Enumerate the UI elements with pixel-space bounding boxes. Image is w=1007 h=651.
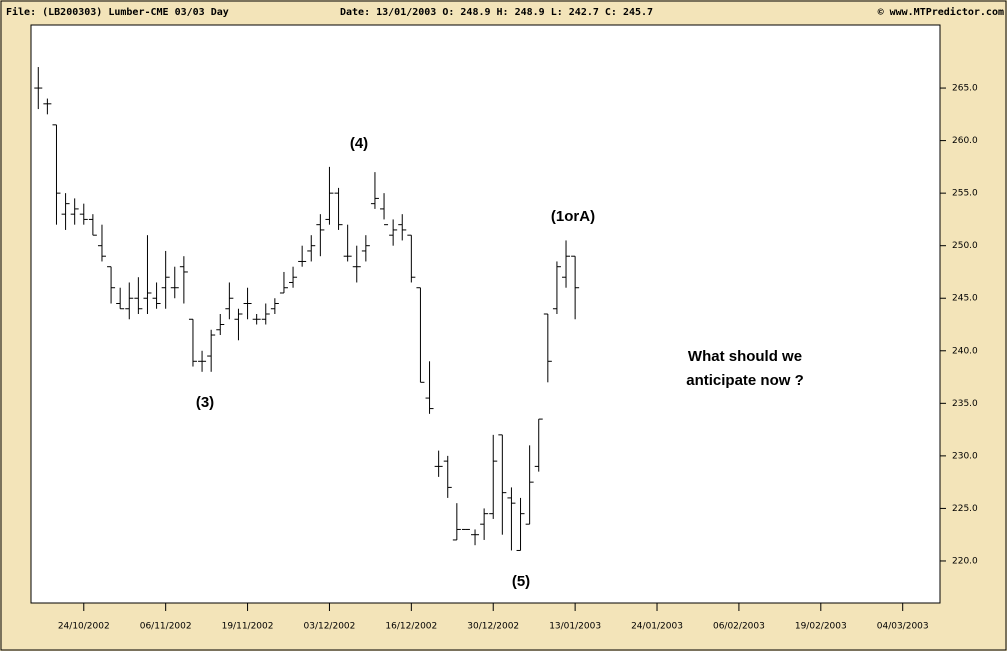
annotation: (3) — [196, 394, 214, 411]
x-tick-label: 19/11/2002 — [222, 622, 274, 632]
y-tick-label: 245.0 — [952, 294, 978, 304]
x-tick-label: 16/12/2002 — [385, 622, 437, 632]
y-tick-label: 255.0 — [952, 189, 978, 199]
x-tick-label: 04/03/2003 — [877, 622, 929, 632]
annotation: (5) — [512, 573, 530, 590]
x-tick-label: 03/12/2002 — [304, 622, 356, 632]
y-tick-label: 240.0 — [952, 346, 978, 356]
x-tick-label: 24/01/2003 — [631, 622, 683, 632]
x-tick-label: 06/02/2003 — [713, 622, 765, 632]
plot-area — [30, 24, 941, 604]
annotation: (1orA) — [551, 208, 595, 225]
y-tick-label: 235.0 — [952, 399, 978, 409]
annotation: anticipate now ? — [686, 372, 804, 389]
y-tick-label: 230.0 — [952, 451, 978, 461]
annotation: What should we — [688, 348, 802, 365]
subtitle: Date: 13/01/2003 O: 248.9 H: 248.9 L: 24… — [340, 7, 653, 18]
y-tick-label: 260.0 — [952, 136, 978, 146]
credit: © www.MTPredictor.com — [878, 6, 1004, 18]
x-tick-label: 30/12/2002 — [467, 622, 519, 632]
x-tick-label: 06/11/2002 — [140, 622, 192, 632]
y-tick-label: 220.0 — [952, 556, 978, 566]
y-tick-label: 265.0 — [952, 84, 978, 94]
x-tick-label: 19/02/2003 — [795, 622, 847, 632]
y-tick-label: 225.0 — [952, 504, 978, 514]
x-tick-label: 24/10/2002 — [58, 622, 110, 632]
chart-title: File: (LB200303) Lumber-CME 03/03 Day — [6, 6, 229, 18]
y-tick-label: 250.0 — [952, 241, 978, 251]
x-tick-label: 13/01/2003 — [549, 622, 601, 632]
annotation: (4) — [350, 135, 368, 152]
